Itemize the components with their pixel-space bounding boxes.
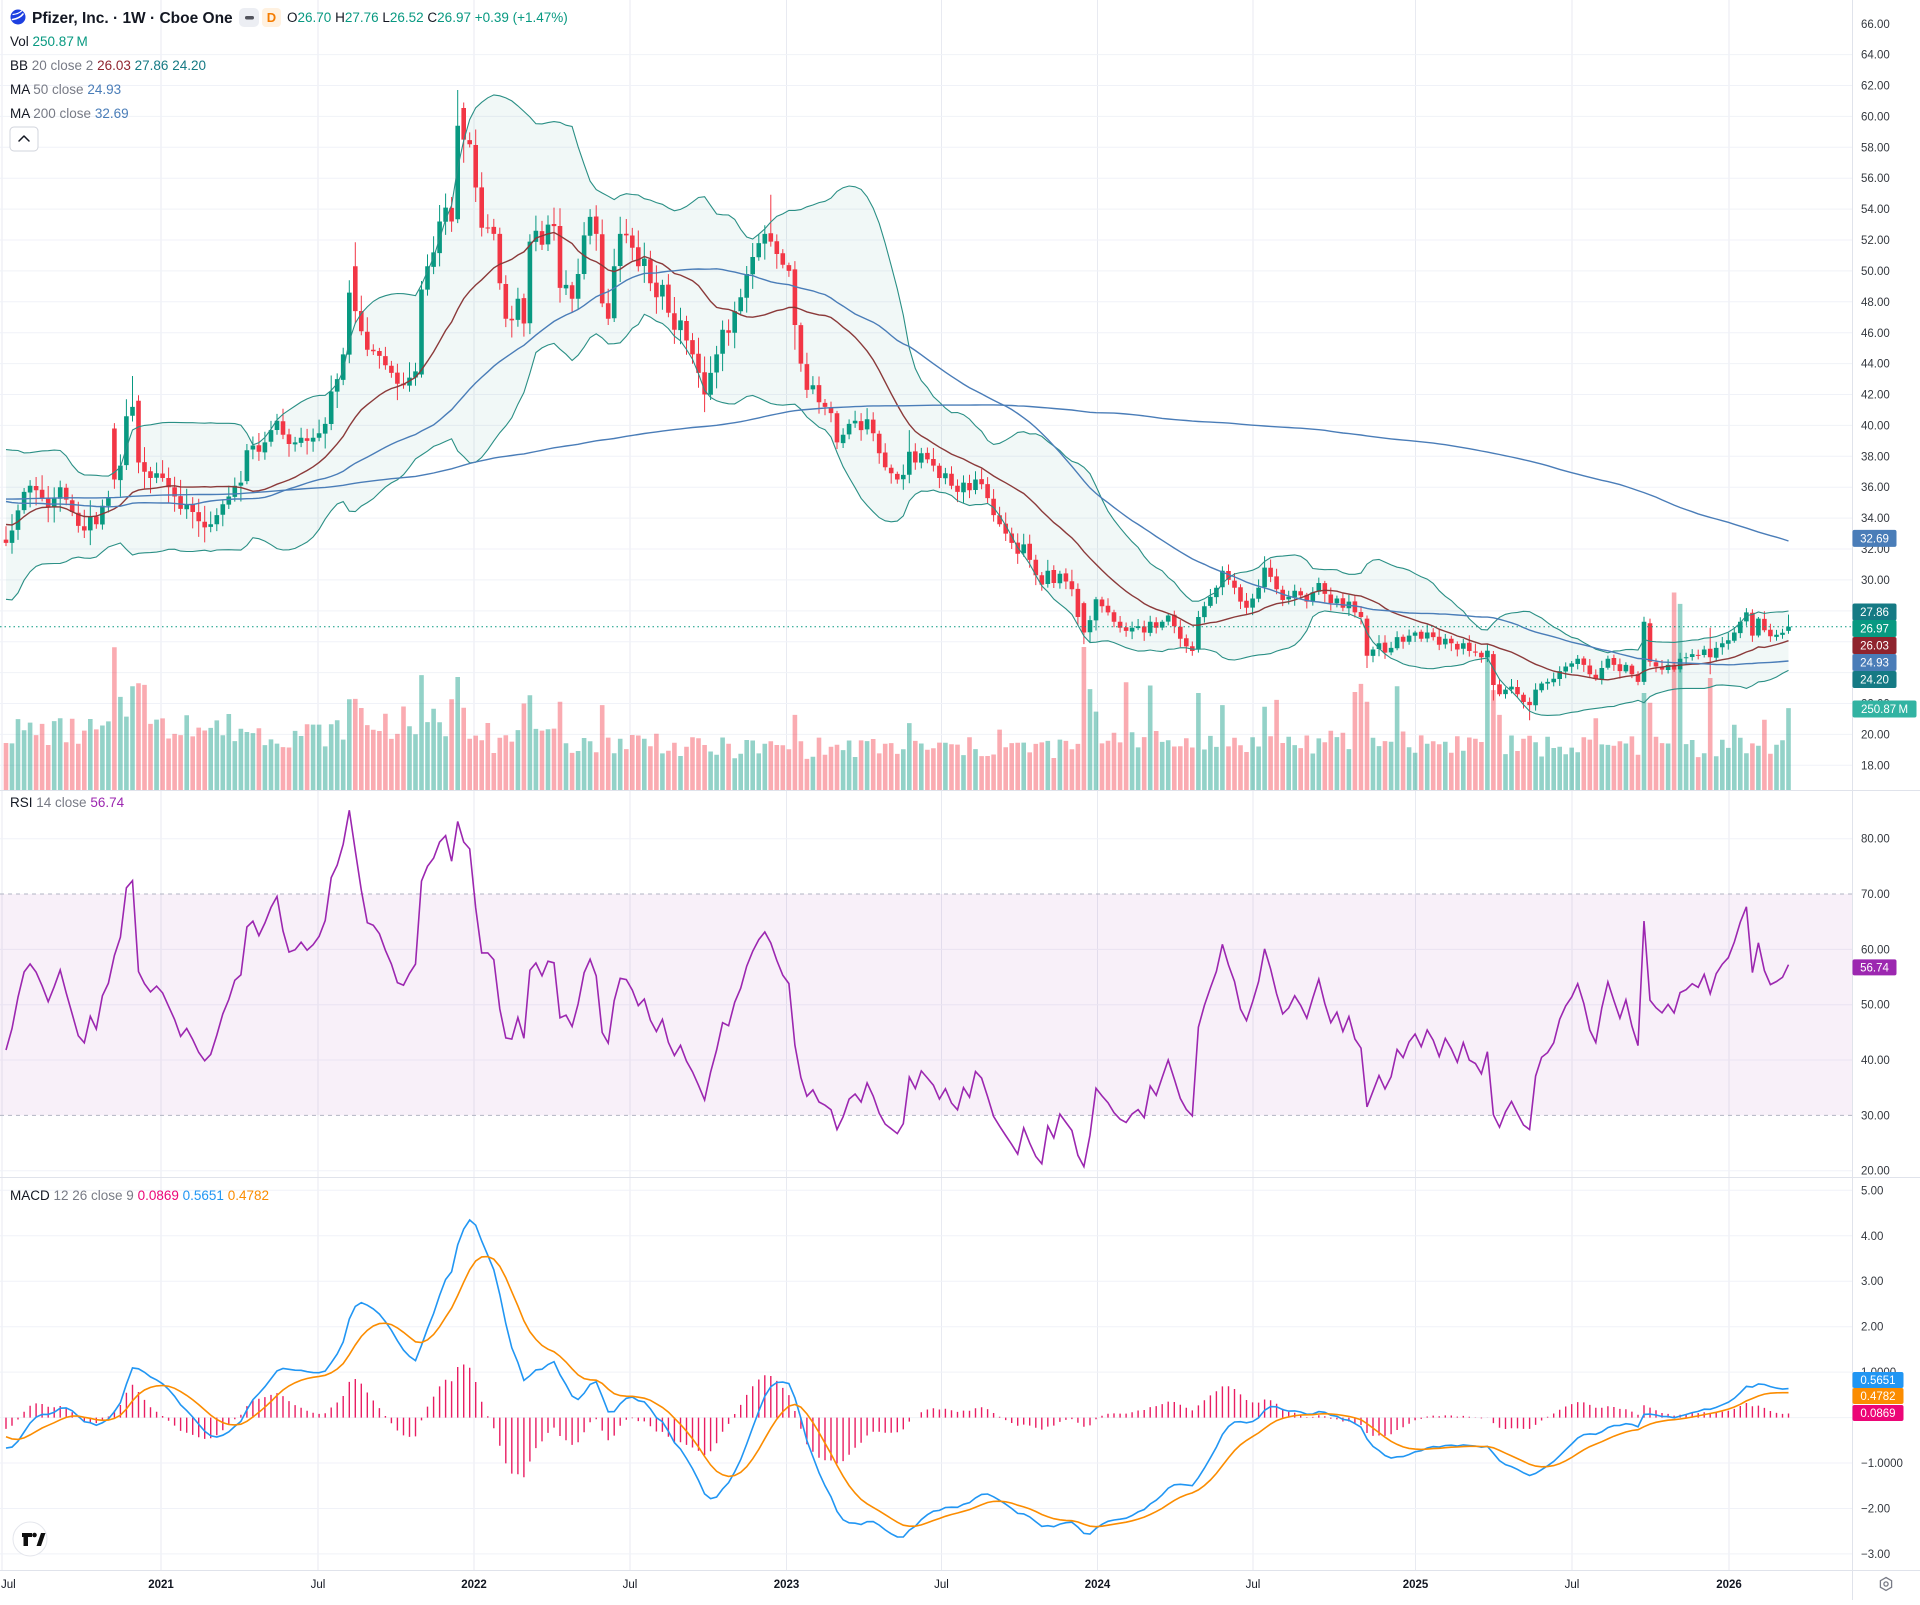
- svg-text:2022: 2022: [461, 1579, 487, 1591]
- svg-text:−2.00: −2.00: [1861, 1504, 1890, 1516]
- svg-text:80.00: 80.00: [1861, 834, 1890, 846]
- svg-text:27.86: 27.86: [1860, 607, 1889, 619]
- svg-text:34.00: 34.00: [1861, 513, 1890, 525]
- svg-text:42.00: 42.00: [1861, 390, 1890, 402]
- svg-text:250.87 M: 250.87 M: [1861, 704, 1908, 716]
- svg-text:62.00: 62.00: [1861, 81, 1890, 93]
- svg-text:0.4782: 0.4782: [1860, 1391, 1895, 1403]
- svg-text:O26.70 H27.76 L26.52 C26.97: O26.70 H27.76 L26.52 C26.97 +0.39 (+1.47…: [287, 10, 568, 25]
- svg-text:Vol 250.87 M: Vol 250.87 M: [10, 34, 88, 49]
- svg-text:Jul: Jul: [311, 1579, 326, 1591]
- svg-text:64.00: 64.00: [1861, 50, 1890, 62]
- svg-text:50.00: 50.00: [1861, 266, 1890, 278]
- svg-text:60.00: 60.00: [1861, 944, 1890, 956]
- svg-text:2021: 2021: [148, 1579, 174, 1591]
- svg-text:Jul: Jul: [934, 1579, 949, 1591]
- svg-text:18.00: 18.00: [1861, 760, 1890, 772]
- svg-text:46.00: 46.00: [1861, 328, 1890, 340]
- svg-text:58.00: 58.00: [1861, 142, 1890, 154]
- svg-text:Jul: Jul: [1565, 1579, 1580, 1591]
- svg-text:0.0869: 0.0869: [1860, 1408, 1895, 1420]
- svg-text:26.03: 26.03: [1860, 641, 1889, 653]
- svg-text:48.00: 48.00: [1861, 297, 1890, 309]
- svg-text:32.00: 32.00: [1861, 544, 1890, 556]
- svg-text:26.97: 26.97: [1860, 624, 1889, 636]
- svg-text:2023: 2023: [774, 1579, 800, 1591]
- svg-text:56.00: 56.00: [1861, 173, 1890, 185]
- svg-text:D: D: [267, 10, 276, 25]
- svg-text:−1.0000: −1.0000: [1861, 1458, 1903, 1470]
- svg-text:44.00: 44.00: [1861, 359, 1890, 371]
- svg-text:40.00: 40.00: [1861, 1055, 1890, 1067]
- svg-text:54.00: 54.00: [1861, 204, 1890, 216]
- svg-text:24.93: 24.93: [1860, 658, 1889, 670]
- svg-text:RSI 14 close 56.74: RSI 14 close 56.74: [10, 795, 125, 810]
- svg-text:32.69: 32.69: [1860, 533, 1889, 545]
- svg-text:2024: 2024: [1085, 1579, 1111, 1591]
- svg-text:Jul: Jul: [1, 1579, 16, 1591]
- svg-text:52.00: 52.00: [1861, 235, 1890, 247]
- svg-text:0.5651: 0.5651: [1860, 1375, 1895, 1387]
- svg-text:Jul: Jul: [623, 1579, 638, 1591]
- svg-text:70.00: 70.00: [1861, 889, 1890, 901]
- svg-text:60.00: 60.00: [1861, 111, 1890, 123]
- svg-text:30.00: 30.00: [1861, 1110, 1890, 1122]
- svg-text:66.00: 66.00: [1861, 19, 1890, 31]
- svg-text:56.74: 56.74: [1860, 962, 1889, 974]
- svg-text:MACD 12 26 close 9 0.0869 0.: MACD 12 26 close 9 0.0869 0.5651 0.4782: [10, 1188, 269, 1203]
- svg-text:30.00: 30.00: [1861, 575, 1890, 587]
- svg-text:Pfizer, Inc. · 1W · Cboe One: Pfizer, Inc. · 1W · Cboe One: [32, 10, 233, 27]
- svg-text:MA 50 close 24.93: MA 50 close 24.93: [10, 82, 121, 97]
- svg-text:2026: 2026: [1716, 1579, 1742, 1591]
- svg-text:2.00: 2.00: [1861, 1322, 1883, 1334]
- svg-text:24.20: 24.20: [1860, 675, 1889, 687]
- svg-text:−3.00: −3.00: [1861, 1549, 1890, 1561]
- svg-text:40.00: 40.00: [1861, 420, 1890, 432]
- svg-text:2025: 2025: [1403, 1579, 1429, 1591]
- svg-text:38.00: 38.00: [1861, 451, 1890, 463]
- svg-text:3.00: 3.00: [1861, 1276, 1883, 1288]
- svg-text:MA 200 close 32.69: MA 200 close 32.69: [10, 106, 129, 121]
- svg-text:Jul: Jul: [1246, 1579, 1261, 1591]
- svg-text:5.00: 5.00: [1861, 1185, 1883, 1197]
- svg-text:36.00: 36.00: [1861, 482, 1890, 494]
- svg-text:4.00: 4.00: [1861, 1231, 1883, 1243]
- svg-text:20.00: 20.00: [1861, 729, 1890, 741]
- svg-text:50.00: 50.00: [1861, 1000, 1890, 1012]
- svg-text:BB 20 close 2 26.03 27.86 2: BB 20 close 2 26.03 27.86 24.20: [10, 58, 206, 73]
- svg-text:20.00: 20.00: [1861, 1166, 1890, 1178]
